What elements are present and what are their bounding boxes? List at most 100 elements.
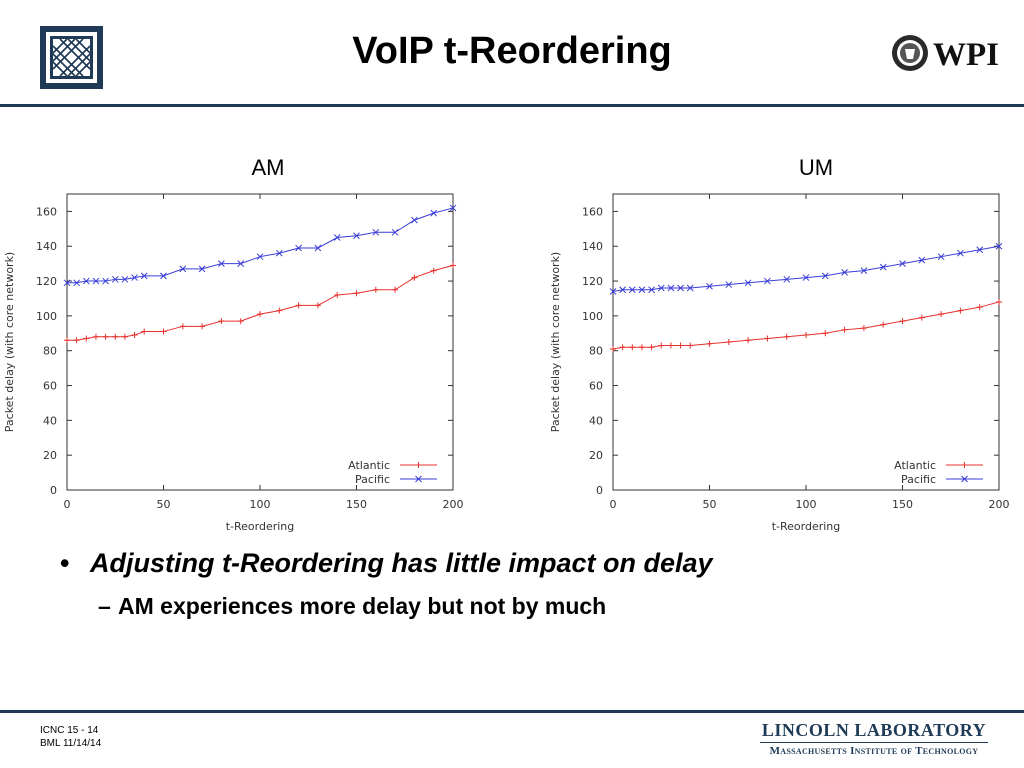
bullet-sub: – AM experiences more delay but not by m… (60, 593, 1000, 620)
data-point-atlantic (677, 342, 684, 349)
plot-frame (612, 193, 1000, 491)
data-point-atlantic (295, 302, 302, 309)
chart-am: 0 20 40 60 80 100 120 140 160 0 50 100 150 200 t-Reord… (3, 193, 464, 533)
y-axis-label: Packet delay (with core network) (3, 252, 16, 432)
data-point-atlantic (822, 330, 829, 337)
x-tick-label: 100 (796, 498, 817, 511)
page-title: VoIP t-Reordering (352, 30, 672, 72)
footer-info: ICNC 15 - 14 BML 11/14/14 (40, 724, 101, 750)
data-point-pacific (918, 256, 926, 264)
data-point-pacific (353, 232, 360, 240)
data-point-pacific (102, 277, 109, 285)
y-tick-label: 60 (43, 380, 57, 393)
legend-marker-pacific (415, 475, 422, 483)
data-point-pacific (314, 244, 322, 252)
data-point-atlantic (610, 345, 616, 352)
data-point-pacific (121, 275, 129, 283)
data-point-pacific (648, 286, 655, 294)
data-point-atlantic (276, 307, 283, 314)
data-point-atlantic (841, 326, 848, 333)
data-point-pacific (333, 234, 341, 241)
data-point-atlantic (314, 302, 321, 309)
data-point-pacific (131, 274, 138, 281)
data-point-atlantic (783, 333, 790, 340)
data-point-atlantic (334, 291, 341, 298)
data-point-atlantic (450, 262, 456, 269)
data-point-atlantic (899, 318, 906, 325)
legend-label-pacific: Pacific (901, 473, 936, 486)
y-tick-label: 20 (589, 449, 603, 462)
bullet-list: • Adjusting t-Reordering has little impa… (60, 548, 1000, 620)
data-point-atlantic (619, 344, 626, 351)
data-point-atlantic (667, 342, 674, 349)
data-point-pacific (237, 260, 245, 268)
data-point-atlantic (803, 332, 809, 339)
data-point-atlantic (199, 323, 206, 330)
x-tick-label: 200 (443, 498, 464, 511)
lab-name: LINCOLN LABORATORY (761, 720, 987, 740)
data-point-atlantic (706, 340, 713, 347)
data-point-atlantic (218, 318, 225, 325)
legend-label-atlantic: Atlantic (894, 459, 936, 472)
y-tick-label: 140 (582, 240, 603, 253)
y-tick-label: 20 (43, 449, 57, 462)
data-point-pacific (275, 249, 283, 257)
data-point-atlantic (179, 323, 186, 330)
x-axis-label: t-Reordering (226, 520, 295, 533)
data-point-atlantic (237, 318, 244, 325)
data-point-pacific (256, 253, 264, 261)
data-point-atlantic (392, 286, 399, 293)
data-point-pacific (725, 281, 733, 288)
data-point-atlantic (860, 325, 867, 332)
data-point-pacific (764, 277, 771, 285)
data-point-atlantic (112, 333, 119, 340)
bullet-main-text: Adjusting t-Reordering has little impact… (90, 548, 713, 578)
footer-rule (0, 710, 1024, 713)
data-point-atlantic (938, 311, 945, 318)
data-point-pacific (879, 263, 887, 271)
x-tick-label: 200 (989, 498, 1010, 511)
data-point-pacific (677, 284, 684, 292)
footer-line1: ICNC 15 - 14 (40, 725, 99, 736)
data-point-pacific (976, 246, 984, 254)
y-tick-label: 0 (596, 484, 603, 497)
data-point-pacific (628, 286, 636, 294)
data-point-atlantic (918, 314, 925, 321)
data-point-pacific (609, 288, 617, 295)
data-point-atlantic (629, 344, 636, 351)
plot-frame (66, 193, 454, 491)
bullet-main: • Adjusting t-Reordering has little impa… (60, 548, 1000, 579)
x-axis-label: t-Reordering (772, 520, 841, 533)
data-point-pacific (179, 265, 187, 273)
wpi-logo-text: WPI (933, 37, 999, 73)
chart-um: 0 20 40 60 80 100 120 140 160 0 50 100 150 200 t-Reord… (549, 193, 1010, 533)
data-point-atlantic (880, 321, 887, 328)
y-tick-label: 160 (582, 205, 603, 218)
data-point-pacific (140, 272, 148, 280)
y-tick-label: 0 (50, 484, 57, 497)
x-tick-label: 50 (157, 498, 171, 511)
y-tick-label: 80 (589, 345, 603, 358)
y-tick-label: 100 (36, 310, 57, 323)
slide-header: VoIP t-Reordering WPI (0, 0, 1024, 106)
data-point-atlantic (92, 333, 99, 340)
data-point-pacific (937, 253, 945, 261)
data-point-atlantic (996, 298, 1002, 305)
y-tick-label: 140 (36, 240, 57, 253)
data-point-pacific (73, 279, 81, 287)
x-tick-label: 50 (703, 498, 717, 511)
data-point-atlantic (725, 339, 732, 345)
data-point-pacific (995, 242, 1003, 250)
y-tick-label: 120 (582, 275, 603, 288)
y-tick-label: 100 (582, 310, 603, 323)
lab-sub: Massachusetts Institute of Technology (769, 745, 979, 757)
x-tick-label: 0 (64, 498, 71, 511)
y-tick-label: 40 (43, 414, 57, 427)
data-point-pacific (899, 260, 906, 268)
data-point-pacific (821, 272, 829, 280)
data-point-atlantic (257, 311, 263, 318)
data-point-pacific (430, 209, 438, 217)
legend-marker-pacific (961, 475, 968, 483)
data-point-pacific (638, 286, 646, 294)
data-point-pacific (667, 284, 675, 292)
